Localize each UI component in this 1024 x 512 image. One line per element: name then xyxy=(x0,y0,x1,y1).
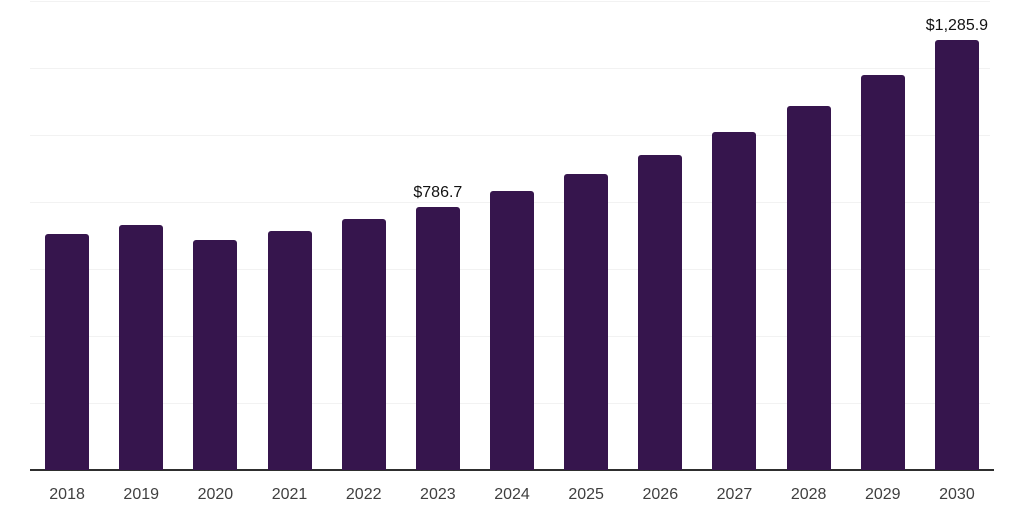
gridline-1200 xyxy=(30,68,990,70)
bar-2026 xyxy=(638,154,683,470)
x-tick-2026: 2026 xyxy=(642,486,679,503)
bar-2019 xyxy=(119,224,164,470)
bar-2024 xyxy=(490,191,534,470)
x-tick-2027: 2027 xyxy=(716,486,753,503)
x-tick-2025: 2025 xyxy=(568,486,604,503)
x-tick-2030: 2030 xyxy=(939,486,975,503)
bar-2022 xyxy=(341,218,386,470)
gridline-1400 xyxy=(30,1,990,3)
x-tick-2028: 2028 xyxy=(790,486,827,503)
bar-2023 xyxy=(415,206,460,470)
bar-2029 xyxy=(860,74,905,470)
x-tick-2020: 2020 xyxy=(197,486,234,503)
bar-2025 xyxy=(564,173,609,470)
x-tick-2023: 2023 xyxy=(420,486,456,503)
gridline-1000 xyxy=(30,135,990,137)
bar-2030 xyxy=(934,39,979,470)
x-tick-2024: 2024 xyxy=(494,486,530,503)
x-tick-2018: 2018 xyxy=(49,486,85,503)
value-label-2030: $1,285.9 xyxy=(925,16,989,34)
bar-2020 xyxy=(193,239,238,470)
bar-2021 xyxy=(267,230,312,470)
bar-2028 xyxy=(786,106,831,470)
bar-2018 xyxy=(45,233,90,470)
x-tick-2029: 2029 xyxy=(864,486,901,503)
x-axis-line xyxy=(30,469,994,471)
x-tick-2021: 2021 xyxy=(271,486,308,503)
bar-2027 xyxy=(712,131,757,470)
value-label-2023: $786.7 xyxy=(413,183,463,201)
x-tick-2019: 2019 xyxy=(123,486,160,503)
x-tick-2022: 2022 xyxy=(345,486,382,503)
